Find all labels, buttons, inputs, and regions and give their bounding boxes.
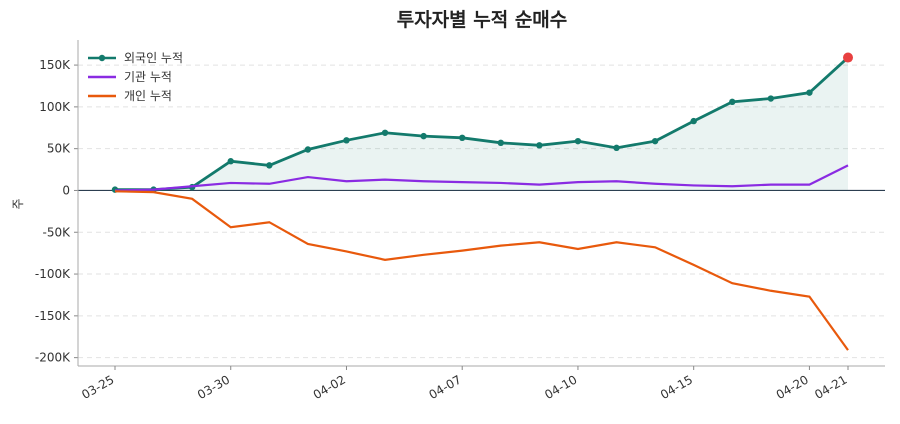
legend-marker [98, 54, 106, 62]
x-tick-label: 03-30 [195, 372, 232, 402]
point [729, 98, 736, 106]
x-tick-label: 04-15 [658, 372, 695, 402]
point [227, 158, 234, 165]
point [806, 89, 813, 96]
x-tick-label: 04-10 [542, 372, 579, 402]
y-tick-label: -100K [35, 267, 71, 281]
y-tick-label: -200K [35, 351, 71, 365]
legend-label: 기관 누적 [124, 70, 172, 84]
point [420, 132, 427, 140]
point [767, 95, 775, 102]
y-tick-label: -50K [43, 225, 72, 239]
y-tick-label: 0 [62, 183, 70, 197]
point [343, 137, 350, 144]
legend-label: 개인 누적 [124, 89, 172, 103]
y-tick-label: 150K [39, 58, 71, 72]
point [651, 137, 659, 145]
line [115, 56, 849, 192]
point [690, 117, 697, 125]
area [115, 57, 848, 191]
x-tick-label: 03-25 [79, 372, 116, 402]
point [574, 137, 582, 145]
y-axis-label: 주 [11, 198, 25, 209]
line [114, 164, 849, 192]
legend-label: 외국인 누적 [124, 51, 183, 65]
chart-title: 투자자별 누적 순매수 [397, 9, 568, 31]
point [381, 129, 389, 136]
x-tick-label: 04-20 [774, 372, 811, 402]
x-tick-label: 04-21 [812, 372, 849, 402]
y-tick-label: -150K [35, 309, 71, 323]
point [613, 144, 620, 152]
point [497, 139, 504, 147]
y-tick-label: 50K [47, 142, 71, 156]
point [304, 146, 312, 153]
line [114, 190, 849, 351]
point [266, 162, 273, 169]
x-tick-label: 04-02 [311, 372, 348, 402]
point [536, 142, 543, 149]
x-tick-label: 04-07 [427, 372, 464, 402]
y-tick-label: 100K [39, 100, 71, 114]
point [459, 134, 466, 141]
point [843, 52, 853, 63]
